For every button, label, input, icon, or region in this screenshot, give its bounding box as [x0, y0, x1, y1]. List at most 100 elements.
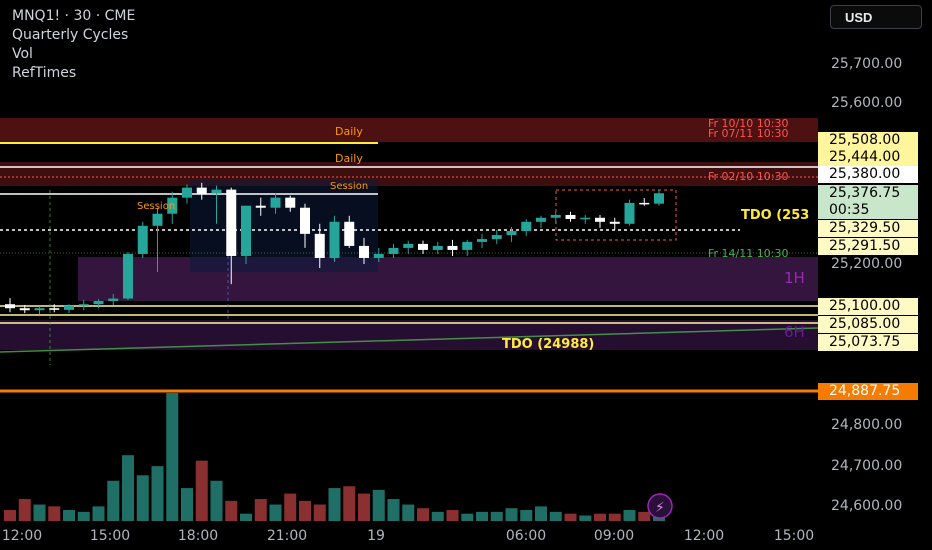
volume-bar: [77, 511, 90, 521]
volume-bar: [63, 510, 75, 521]
candle-body[interactable]: [196, 187, 207, 194]
time-tick: 21:00: [266, 528, 308, 544]
price-tick: 24,600.00: [831, 498, 903, 514]
candle-body[interactable]: [93, 300, 104, 305]
candle-body[interactable]: [580, 217, 591, 220]
candle-body[interactable]: [536, 217, 546, 222]
candle-body[interactable]: [123, 253, 133, 299]
volume-bar: [151, 466, 164, 521]
tdo-label: TDO (24988): [502, 337, 595, 352]
volume-bar: [564, 513, 577, 521]
volume-bar: [33, 504, 46, 521]
candle-body[interactable]: [550, 214, 561, 218]
price-tick: 25,200.00: [831, 256, 903, 272]
candle-body[interactable]: [654, 193, 664, 204]
candle-body[interactable]: [78, 304, 89, 306]
candle-body[interactable]: [373, 253, 384, 258]
volume-bar: [461, 513, 474, 521]
candle-body[interactable]: [49, 308, 60, 310]
volume-bar: [181, 488, 193, 521]
candle-body[interactable]: [108, 298, 119, 301]
timeframe-6h-label: 6H: [784, 323, 805, 341]
candle-body[interactable]: [19, 308, 30, 311]
ref-zone-top: [0, 118, 818, 142]
price-tick: 25,600.00: [831, 95, 903, 111]
candle-body[interactable]: [432, 245, 443, 250]
candle-body[interactable]: [255, 205, 266, 208]
indicator-reftimes[interactable]: RefTimes: [12, 65, 77, 81]
candle-body[interactable]: [344, 221, 355, 246]
price-badge: 25,085.00: [818, 316, 918, 333]
purple-zone-1h: [78, 257, 818, 301]
candle-body[interactable]: [462, 241, 473, 250]
volume-bar: [166, 393, 179, 521]
candle-body[interactable]: [270, 197, 281, 208]
candle-body[interactable]: [418, 243, 428, 250]
volume-bar: [431, 511, 444, 521]
price-badge: 25,073.75: [818, 334, 918, 351]
candle-body[interactable]: [34, 308, 45, 311]
candle-body[interactable]: [64, 305, 74, 310]
candle-body[interactable]: [565, 214, 576, 219]
volume-bar: [240, 513, 252, 521]
candle-body[interactable]: [477, 239, 487, 242]
volume-bar: [505, 508, 518, 521]
currency-button[interactable]: USD: [830, 5, 922, 29]
candle-body[interactable]: [329, 221, 340, 258]
price-tick: 24,700.00: [831, 458, 903, 474]
lightning-glyph: ⚡: [655, 500, 665, 516]
ref-time-label: Fr 02/10 10:30: [708, 170, 789, 183]
volume-bar: [402, 504, 415, 521]
indicator-vol[interactable]: Vol: [12, 46, 33, 62]
time-tick: 15:00: [773, 528, 815, 544]
candle-body[interactable]: [241, 205, 251, 256]
volume-bar: [225, 500, 238, 521]
volume-bar: [343, 486, 356, 521]
candle-body[interactable]: [506, 231, 517, 236]
session-label: Session: [137, 201, 176, 212]
candle-body[interactable]: [447, 245, 458, 250]
candle-body[interactable]: [521, 221, 532, 232]
candle-body[interactable]: [314, 233, 325, 258]
volume-bar: [195, 460, 208, 521]
candle-body[interactable]: [152, 213, 163, 226]
candle-body[interactable]: [285, 197, 296, 208]
volume-bar: [358, 493, 370, 521]
volume-bar: [594, 513, 606, 521]
candle-body[interactable]: [359, 245, 369, 258]
session-label: Session: [330, 181, 369, 192]
candle-body[interactable]: [624, 202, 635, 224]
candle-body[interactable]: [137, 225, 148, 254]
volume-bar: [18, 499, 31, 521]
candle-body[interactable]: [167, 197, 178, 214]
candle-body[interactable]: [491, 235, 502, 240]
candle-body[interactable]: [5, 304, 15, 309]
price-badge: 25,291.50: [818, 238, 918, 255]
ref-time-label: Fr 07/11 10:30: [708, 127, 789, 140]
candle-body[interactable]: [226, 189, 237, 256]
candle-body[interactable]: [403, 243, 414, 248]
candle-body[interactable]: [182, 187, 192, 198]
daily-label: Daily: [335, 152, 363, 165]
candle-body[interactable]: [300, 207, 310, 234]
candle-body[interactable]: [609, 221, 620, 224]
volume-bar: [520, 510, 533, 521]
price-badge: 25,100.00: [818, 298, 918, 315]
volume-bar: [535, 506, 547, 521]
volume-bar: [446, 510, 459, 521]
alert-lightning-icon[interactable]: [647, 493, 673, 519]
price-badge: 25,380.00: [818, 166, 918, 183]
volume-bar: [549, 511, 562, 521]
candle-body[interactable]: [388, 247, 399, 254]
volume-bar: [48, 506, 61, 521]
volume-bar: [387, 499, 400, 521]
volume-bar: [372, 489, 385, 521]
candle-body[interactable]: [211, 189, 222, 194]
candle-body[interactable]: [595, 217, 605, 222]
indicator-quarterly-cycles[interactable]: Quarterly Cycles: [12, 27, 129, 43]
volume-bar: [638, 511, 651, 521]
trend-line-green: [0, 327, 819, 353]
ref-time-label: Fr 10/10 10:30: [708, 117, 789, 130]
candle-body[interactable]: [639, 202, 650, 205]
